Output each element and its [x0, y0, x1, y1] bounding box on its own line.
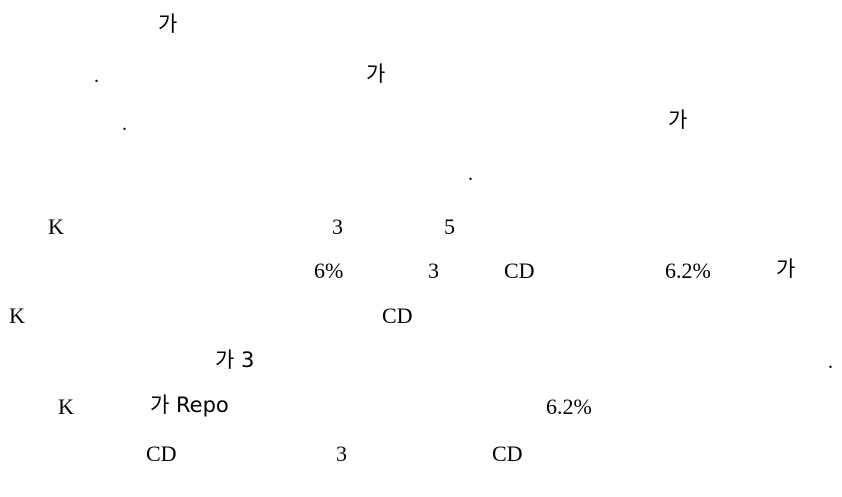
- text-fragment: CD: [382, 303, 413, 328]
- text-fragment: CD: [492, 441, 523, 466]
- text-fragment: CD: [146, 441, 177, 466]
- text-fragment: .: [828, 351, 833, 373]
- text-fragment: CD: [504, 258, 535, 283]
- text-fragment: 가 3: [215, 348, 255, 372]
- text-fragment: .: [468, 163, 473, 185]
- text-fragment: 3: [428, 258, 439, 283]
- text-fragment: 가: [668, 108, 688, 132]
- text-fragment: .: [94, 65, 99, 87]
- text-fragment: 6.2%: [665, 258, 711, 283]
- text-fragment: .: [122, 113, 127, 135]
- text-fragment: 가 Repo: [150, 393, 229, 417]
- text-fragment: 가: [158, 12, 178, 36]
- text-fragment: K: [9, 303, 25, 328]
- text-fragment: 3: [332, 214, 343, 239]
- text-fragment: 가: [366, 62, 386, 86]
- text-fragment: 5: [444, 214, 455, 239]
- text-fragment: 가: [776, 257, 796, 281]
- text-fragment: 6%: [314, 258, 344, 283]
- text-fragment: 3: [336, 441, 347, 466]
- text-fragment: 6.2%: [546, 394, 592, 419]
- text-fragment: K: [58, 394, 74, 419]
- text-fragment: K: [48, 214, 64, 239]
